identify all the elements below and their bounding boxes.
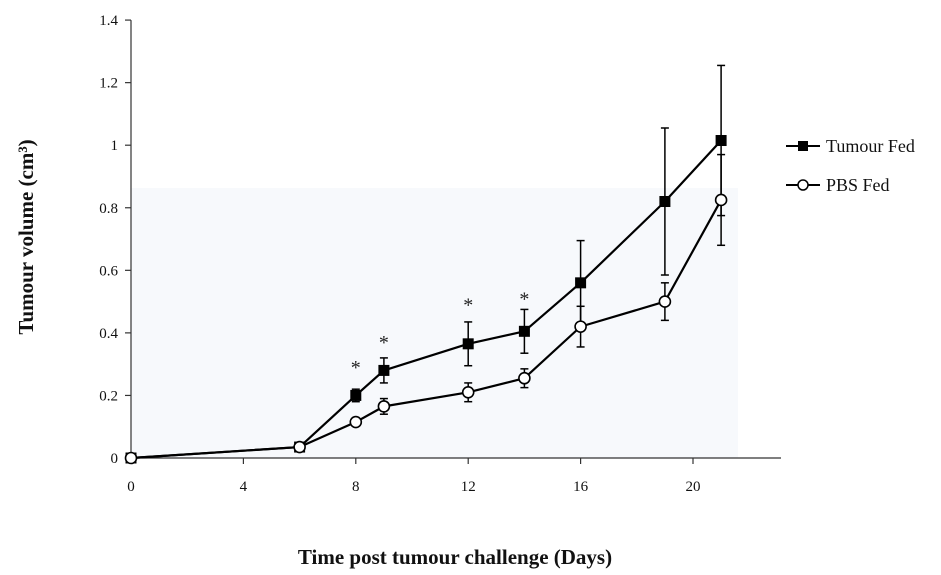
y-tick-label: 0.8 — [99, 201, 118, 217]
x-tick-label: 4 — [240, 479, 248, 495]
legend-label-tumour-fed: Tumour Fed — [826, 136, 915, 156]
data-point-square — [575, 277, 587, 289]
legend-label-pbs-fed: PBS Fed — [826, 175, 890, 195]
legend: Tumour Fed PBS Fed — [786, 136, 915, 195]
y-ticks: 0 0.2 0.4 0.6 0.8 1 1.2 1.4 — [99, 13, 131, 467]
data-point-circle — [349, 415, 363, 429]
x-tick-label: 20 — [686, 479, 701, 495]
data-point-circle — [461, 386, 475, 399]
y-tick-label: 0.4 — [99, 326, 118, 342]
legend-item-pbs-fed: PBS Fed — [786, 175, 890, 195]
legend-marker-filled-square — [798, 141, 808, 151]
y-tick-label: 1.4 — [99, 13, 118, 29]
x-tick-label: 16 — [573, 479, 589, 495]
data-point-circle — [377, 400, 391, 413]
data-point-circle — [293, 440, 306, 454]
legend-item-tumour-fed: Tumour Fed — [786, 136, 915, 156]
plot-background — [131, 188, 738, 458]
data-point-square — [378, 364, 390, 376]
series-layer — [124, 64, 728, 465]
significance-star: * — [463, 295, 473, 317]
data-point-circle — [574, 320, 587, 333]
significance-star: * — [519, 288, 529, 310]
data-point-square — [462, 338, 474, 350]
x-axis-title: Time post tumour challenge (Days) — [298, 545, 612, 569]
y-tick-label: 1.2 — [99, 76, 118, 92]
y-tick-label: 0 — [111, 451, 119, 467]
x-tick-label: 0 — [127, 479, 135, 495]
significance-star: * — [351, 357, 361, 379]
data-point-square — [715, 135, 727, 147]
data-point-circle — [658, 295, 672, 308]
y-axis-title: Tumour volume (cm³) — [14, 139, 38, 334]
data-point-circle — [714, 193, 728, 207]
data-point-square — [659, 196, 671, 208]
y-tick-label: 1 — [111, 138, 119, 154]
y-tick-label: 0.6 — [99, 263, 118, 279]
significance-star: * — [379, 332, 389, 354]
x-ticks: 0 4 8 12 16 20 — [127, 458, 701, 495]
x-tick-label: 12 — [461, 479, 476, 495]
data-point-square — [518, 325, 530, 337]
y-tick-label: 0.2 — [99, 388, 118, 404]
series-pbs-fed — [124, 153, 728, 465]
data-point-square — [350, 389, 362, 401]
data-point-circle — [124, 451, 138, 465]
annotation-layer: * * * * — [351, 288, 530, 379]
x-tick-label: 8 — [352, 479, 360, 495]
axes — [130, 20, 781, 459]
data-point-circle — [518, 371, 531, 385]
legend-marker-open-circle — [797, 179, 809, 191]
